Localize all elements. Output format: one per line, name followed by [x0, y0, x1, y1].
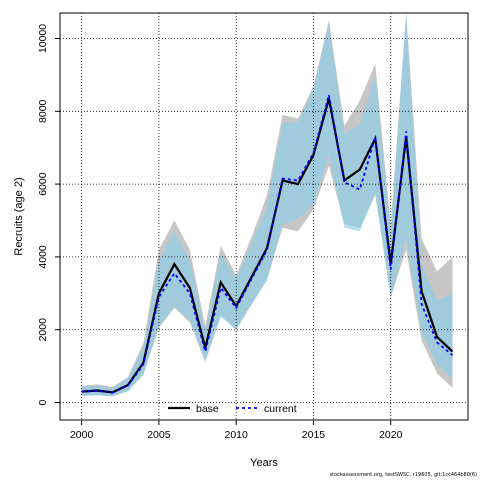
legend-label-current: current	[264, 403, 297, 415]
y-tick-label-10000: 10000	[37, 24, 49, 53]
y-axis-label: Recruits (age 2)	[13, 177, 25, 255]
x-axis: 2000 2005 2010 2015 2020	[70, 420, 403, 441]
legend-label-base: base	[196, 403, 219, 415]
x-tick-label-2010: 2010	[225, 429, 249, 441]
plot-frame	[59, 12, 469, 421]
y-tick-label-8000: 8000	[37, 99, 49, 123]
y-tick-label-0: 0	[37, 399, 49, 405]
legend: base current	[168, 403, 297, 415]
series-lines	[81, 94, 454, 394]
series-line-current	[81, 94, 454, 394]
x-tick-label-2005: 2005	[147, 429, 171, 441]
y-tick-label-6000: 6000	[37, 172, 49, 196]
y-tick-label-4000: 4000	[37, 245, 49, 269]
confidence-bands	[81, 13, 453, 397]
x-tick-label-2000: 2000	[70, 429, 94, 441]
x-tick-label-2020: 2020	[379, 429, 403, 441]
y-axis: 0 2000 4000 6000 8000 10000	[37, 24, 60, 405]
y-tick-label-2000: 2000	[37, 318, 49, 342]
x-axis-label: Years	[250, 457, 278, 469]
band-current	[81, 13, 453, 397]
x-tick-label-2015: 2015	[302, 429, 326, 441]
footer-credit: stockassessment.org, testSWSC, r19605, g…	[329, 472, 477, 478]
